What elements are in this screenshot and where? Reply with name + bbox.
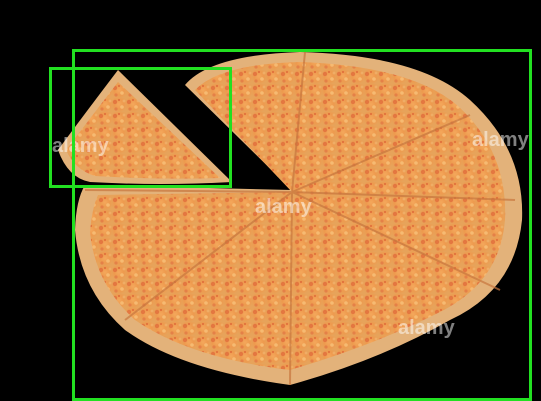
pizza-slice: [58, 70, 232, 184]
watermark-text: alamy: [52, 135, 110, 157]
watermark-text: alamy: [255, 196, 313, 218]
watermark-text: alamy: [472, 129, 530, 151]
detection-box-slice: [49, 67, 232, 188]
watermark-text: alamy: [398, 317, 456, 339]
pizza-main: [75, 51, 523, 386]
